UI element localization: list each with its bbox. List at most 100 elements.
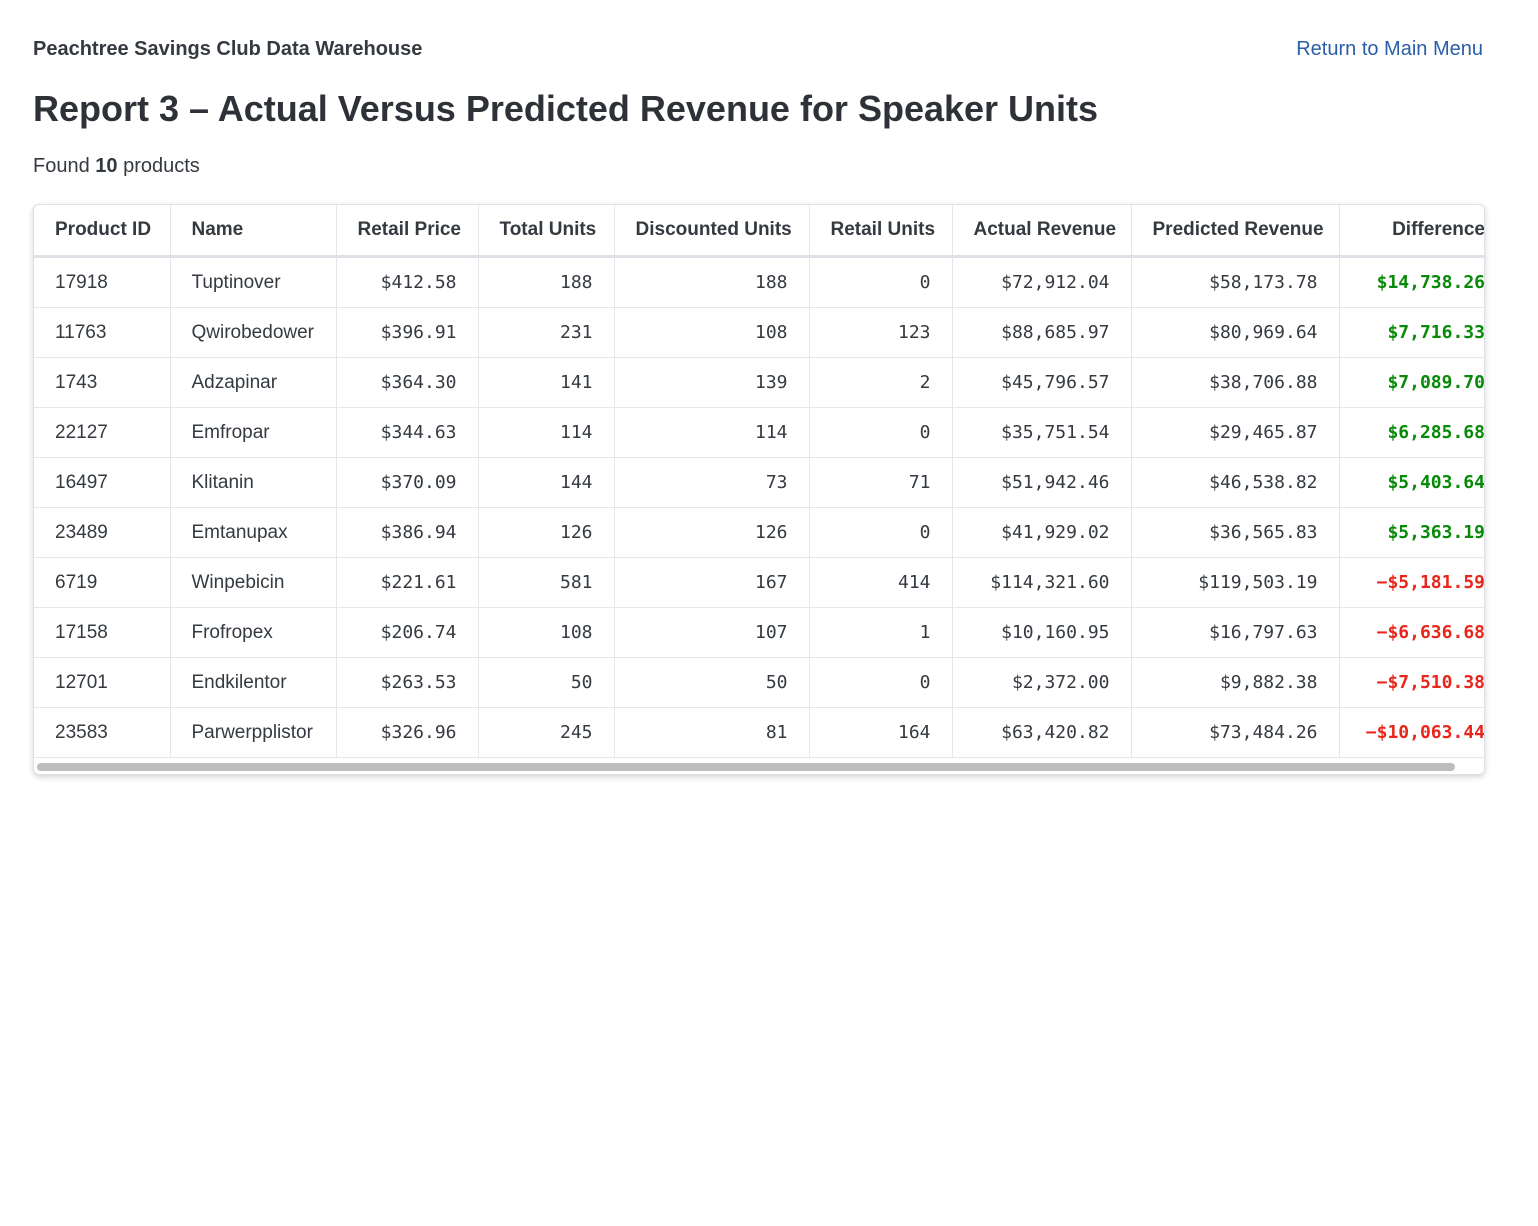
table-cell: 188 <box>613 256 809 308</box>
table-cell: 50 <box>613 657 809 708</box>
table-row: 17918 Tuptinover $412.58 188 188 0 $72,912.04 $… <box>34 256 1484 308</box>
column-header: Retail Price <box>335 205 478 258</box>
table-cell: 167 <box>613 557 809 608</box>
table-cell: $35,751.54 <box>951 407 1131 458</box>
table-cell: 22127 <box>34 407 170 458</box>
report-table: Product ID Name Retail Price Total Units Dis… <box>34 205 1484 758</box>
table-cell: Emfropar <box>169 407 336 458</box>
table-cell: 114 <box>613 407 809 458</box>
table-cell: $41,929.02 <box>951 507 1131 558</box>
report-title: Report 3 – Actual Versus Predicted Reven… <box>33 88 1099 129</box>
table-container: Product ID Name Retail Price Total Units Dis… <box>33 204 1485 775</box>
table-cell: Emtanupax <box>169 507 336 558</box>
table-cell: $73,484.26 <box>1130 707 1339 758</box>
column-header: Name <box>169 205 336 258</box>
table-cell: $14,738.26 <box>1338 256 1484 308</box>
summary-count: 10 <box>95 155 118 177</box>
summary: Found 10 products <box>33 155 200 178</box>
table-cell: $370.09 <box>335 457 478 508</box>
table-body: 17918 Tuptinover $412.58 188 188 0 $72,912.04 $… <box>34 256 1484 758</box>
table-cell: Adzapinar <box>169 357 336 408</box>
table-cell: $38,706.88 <box>1130 357 1339 408</box>
table-cell: 23489 <box>34 507 170 558</box>
table-cell: −$7,510.38 <box>1338 657 1484 708</box>
table-cell: 164 <box>808 707 952 758</box>
table-cell: 23583 <box>34 707 170 758</box>
header-row: Product ID Name Retail Price Total Units Dis… <box>34 205 1484 258</box>
table-cell: $36,565.83 <box>1130 507 1339 558</box>
table-cell: Winpebicin <box>169 557 336 608</box>
table-cell: −$5,181.59 <box>1338 557 1484 608</box>
table-cell: 17158 <box>34 607 170 658</box>
summary-prefix: Found <box>33 155 90 177</box>
table-cell: $114,321.60 <box>951 557 1131 608</box>
table-cell: $364.30 <box>335 357 478 408</box>
table-cell: $412.58 <box>335 256 478 308</box>
table-row: 12701 Endkilentor $263.53 50 50 0 $2,372.00 $9,… <box>34 657 1484 708</box>
table-cell: 0 <box>808 507 952 558</box>
table-cell: 126 <box>613 507 809 558</box>
table-cell: 107 <box>613 607 809 658</box>
table-cell: 108 <box>477 607 614 658</box>
table-cell: −$6,636.68 <box>1338 607 1484 658</box>
table-cell: 1 <box>808 607 952 658</box>
table-cell: 414 <box>808 557 952 608</box>
table-cell: $63,420.82 <box>951 707 1131 758</box>
column-header: Discounted Units <box>613 205 809 258</box>
summary-suffix: products <box>123 155 200 177</box>
main-menu-link[interactable]: Return to Main Menu <box>1296 38 1483 60</box>
table-cell: 581 <box>477 557 614 608</box>
column-header: Actual Revenue <box>951 205 1131 258</box>
table-cell: 231 <box>477 307 614 358</box>
table-cell: $45,796.57 <box>951 357 1131 408</box>
table-cell: 6719 <box>34 557 170 608</box>
table-cell: $119,503.19 <box>1130 557 1339 608</box>
table-cell: Parwerpplistor <box>169 707 336 758</box>
table-cell: $396.91 <box>335 307 478 358</box>
column-header: Difference <box>1338 205 1484 258</box>
table-cell: $7,716.33 <box>1338 307 1484 358</box>
table-row: 23583 Parwerpplistor $326.96 245 81 164 $63,42… <box>34 707 1484 758</box>
table-cell: 144 <box>477 457 614 508</box>
table-cell: 114 <box>477 407 614 458</box>
table-row: 23489 Emtanupax $386.94 126 126 0 $41,929.02 $3… <box>34 507 1484 558</box>
table-cell: 16497 <box>34 457 170 508</box>
table-cell: 71 <box>808 457 952 508</box>
table-cell: 141 <box>477 357 614 408</box>
table-cell: $29,465.87 <box>1130 407 1339 458</box>
table-cell: 1743 <box>34 357 170 408</box>
table-cell: $6,285.68 <box>1338 407 1484 458</box>
table-cell: Frofropex <box>169 607 336 658</box>
table-cell: 0 <box>808 657 952 708</box>
table-row: 16497 Klitanin $370.09 144 73 71 $51,942.46 $46… <box>34 457 1484 508</box>
table-row: 17158 Frofropex $206.74 108 107 1 $10,160.95 $1… <box>34 607 1484 658</box>
table-row: 6719 Winpebicin $221.61 581 167 414 $114,321.6… <box>34 557 1484 608</box>
table-cell: $9,882.38 <box>1130 657 1339 708</box>
table-cell: 50 <box>477 657 614 708</box>
table-cell: $7,089.70 <box>1338 357 1484 408</box>
table-cell: $51,942.46 <box>951 457 1131 508</box>
table-cell: Klitanin <box>169 457 336 508</box>
table-cell: $5,363.19 <box>1338 507 1484 558</box>
table-cell: 0 <box>808 256 952 308</box>
table-cell: Endkilentor <box>169 657 336 708</box>
table-cell: 126 <box>477 507 614 558</box>
table-row: 22127 Emfropar $344.63 114 114 0 $35,751.54 $29… <box>34 407 1484 458</box>
table-cell: $5,403.64 <box>1338 457 1484 508</box>
table-cell: $72,912.04 <box>951 256 1131 308</box>
app-name: Peachtree Savings Club Data Warehouse <box>33 38 423 60</box>
table-row: 11763 Qwirobedower $396.91 231 108 123 $88,685… <box>34 307 1484 358</box>
table-cell: $2,372.00 <box>951 657 1131 708</box>
table-cell: $80,969.64 <box>1130 307 1339 358</box>
scrollbar[interactable] <box>37 763 1455 771</box>
table-cell: 11763 <box>34 307 170 358</box>
table-cell: $386.94 <box>335 507 478 558</box>
table-cell: Tuptinover <box>169 256 336 308</box>
column-header: Total Units <box>477 205 614 258</box>
table-cell: $10,160.95 <box>951 607 1131 658</box>
column-header: Predicted Revenue <box>1130 205 1339 258</box>
column-header: Retail Units <box>808 205 952 258</box>
table-cell: 139 <box>613 357 809 408</box>
top-bar: Peachtree Savings Club Data Warehouse Re… <box>33 38 1483 61</box>
